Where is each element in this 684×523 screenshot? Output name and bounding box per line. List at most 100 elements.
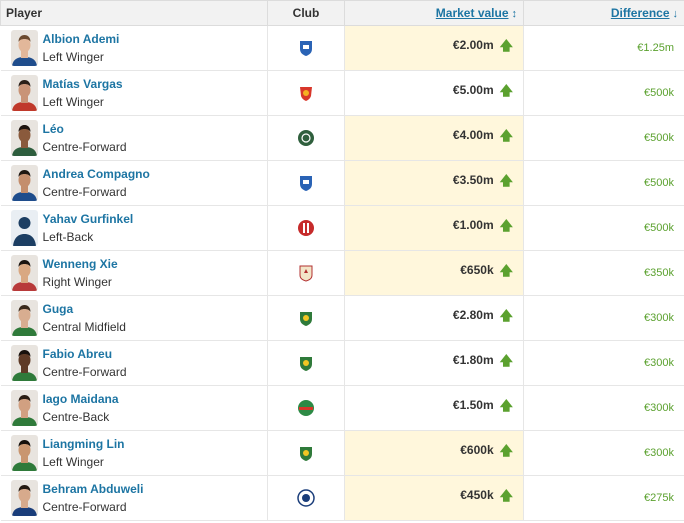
arrow-up-icon: 🡅 — [499, 173, 513, 188]
difference-cell: €1.25m — [523, 25, 684, 71]
player-avatar[interactable] — [10, 300, 38, 336]
difference-value: €300k — [644, 312, 674, 324]
market-value-cell: €450k 🡅 — [344, 475, 524, 521]
player-avatar[interactable] — [10, 165, 38, 201]
table-row: Guga Central Midfield €2.80m 🡅 €300k — [0, 295, 684, 341]
player-name-link[interactable]: Guga — [42, 302, 74, 316]
difference-cell: €500k — [523, 70, 684, 116]
club-cell — [267, 295, 345, 341]
sort-both-icon[interactable]: ↕ — [511, 8, 518, 20]
club-cell — [267, 430, 345, 476]
table-row: Iago Maidana Centre-Back €1.50m 🡅 €300k — [0, 385, 684, 431]
player-cell: Andrea Compagno Centre-Forward — [0, 160, 268, 206]
table-row: Andrea Compagno Centre-Forward €3.50m 🡅 €500… — [0, 160, 684, 206]
green-round-crest-icon[interactable] — [297, 129, 315, 147]
difference-value: €300k — [644, 447, 674, 459]
market-value: €2.80m — [452, 308, 494, 322]
arrow-up-icon: 🡅 — [499, 218, 513, 233]
player-name-link[interactable]: Fabio Abreu — [42, 347, 113, 361]
arrow-up-icon: 🡅 — [499, 38, 513, 53]
player-cell: Yahav Gurfinkel Left-Back — [0, 205, 268, 251]
club-cell — [267, 70, 345, 116]
market-value: €1.50m — [452, 398, 494, 412]
player-name-link[interactable]: Andrea Compagno — [42, 167, 150, 181]
blue-shield-crest-icon[interactable] — [297, 174, 315, 192]
market-value: €2.00m — [452, 38, 494, 52]
player-avatar[interactable] — [10, 435, 38, 471]
difference-cell: €300k — [523, 385, 684, 431]
player-cell: Iago Maidana Centre-Back — [0, 385, 268, 431]
table-header-row: Player Club Market value ↕ Difference ↓ — [0, 0, 684, 26]
player-name-link[interactable]: Iago Maidana — [42, 392, 119, 406]
player-cell: Behram Abduweli Centre-Forward — [0, 475, 268, 521]
difference-cell: €275k — [523, 475, 684, 521]
player-cell: Albion Ademi Left Winger — [0, 25, 268, 71]
market-value: €450k — [460, 488, 494, 502]
player-position: Centre-Forward — [42, 140, 127, 154]
player-position: Left-Back — [42, 230, 94, 244]
player-name-link[interactable]: Liangming Lin — [42, 437, 125, 451]
player-avatar[interactable] — [10, 480, 38, 516]
red-orange-crest-icon[interactable] — [297, 84, 315, 102]
arrow-up-icon: 🡅 — [499, 398, 513, 413]
green-yellow-crest-icon[interactable] — [297, 444, 315, 462]
market-value-cell: €3.50m 🡅 — [344, 160, 524, 206]
club-cell — [267, 160, 345, 206]
difference-value: €300k — [644, 357, 674, 369]
difference-cell: €500k — [523, 160, 684, 206]
player-avatar[interactable] — [10, 120, 38, 156]
difference-value: €350k — [644, 267, 674, 279]
player-name-link[interactable]: Matías Vargas — [42, 77, 123, 91]
player-name-link[interactable]: Wenneng Xie — [42, 257, 118, 271]
table-row: Albion Ademi Left Winger €2.00m 🡅 €1.25m — [0, 25, 684, 71]
arrow-up-icon: 🡅 — [499, 443, 513, 458]
difference-cell: €300k — [523, 430, 684, 476]
market-value: €650k — [460, 263, 494, 277]
blue-round-crest-icon[interactable] — [297, 489, 315, 507]
red-shield-crest-icon[interactable] — [297, 264, 315, 282]
player-position: Centre-Back — [42, 410, 110, 424]
player-avatar[interactable] — [10, 30, 38, 66]
green-yellow-crest-icon[interactable] — [297, 354, 315, 372]
market-value-cell: €650k 🡅 — [344, 250, 524, 296]
player-name-link[interactable]: Yahav Gurfinkel — [42, 212, 134, 226]
market-value-sort-link[interactable]: Market value — [435, 6, 509, 20]
arrow-up-icon: 🡅 — [499, 83, 513, 98]
player-avatar[interactable] — [10, 210, 38, 246]
market-value: €600k — [460, 443, 494, 457]
player-position: Centre-Forward — [42, 365, 127, 379]
sort-down-icon[interactable]: ↓ — [672, 8, 679, 20]
player-avatar[interactable] — [10, 390, 38, 426]
player-cell: Matías Vargas Left Winger — [0, 70, 268, 116]
player-name-link[interactable]: Albion Ademi — [42, 32, 120, 46]
green-yellow-crest-icon[interactable] — [297, 309, 315, 327]
blue-shield-crest-icon[interactable] — [297, 39, 315, 57]
player-position: Left Winger — [42, 95, 104, 109]
club-cell — [267, 475, 345, 521]
difference-sort-link[interactable]: Difference — [610, 6, 670, 20]
green-red-crest-icon[interactable] — [297, 399, 315, 417]
table-row: Fabio Abreu Centre-Forward €1.80m 🡅 €300k — [0, 340, 684, 386]
player-position: Central Midfield — [42, 320, 126, 334]
table-row: Matías Vargas Left Winger €5.00m 🡅 €500k — [0, 70, 684, 116]
difference-column-header[interactable]: Difference ↓ — [523, 0, 684, 26]
difference-value: €500k — [644, 177, 674, 189]
player-name-link[interactable]: Behram Abduweli — [42, 482, 144, 496]
difference-value: €300k — [644, 402, 674, 414]
difference-value: €500k — [644, 87, 674, 99]
market-value: €3.50m — [452, 173, 494, 187]
market-value-column-header[interactable]: Market value ↕ — [344, 0, 524, 26]
table-row: Behram Abduweli Centre-Forward €450k 🡅 €275k — [0, 475, 684, 521]
player-avatar[interactable] — [10, 75, 38, 111]
player-avatar[interactable] — [10, 345, 38, 381]
table-row: Wenneng Xie Right Winger €650k 🡅 €350k — [0, 250, 684, 296]
player-cell: Wenneng Xie Right Winger — [0, 250, 268, 296]
difference-cell: €350k — [523, 250, 684, 296]
club-cell — [267, 25, 345, 71]
difference-value: €500k — [644, 222, 674, 234]
player-name-link[interactable]: Léo — [42, 122, 64, 136]
red-white-crest-icon[interactable] — [297, 219, 315, 237]
difference-value: €1.25m — [637, 42, 674, 54]
arrow-up-icon: 🡅 — [499, 488, 513, 503]
player-avatar[interactable] — [10, 255, 38, 291]
